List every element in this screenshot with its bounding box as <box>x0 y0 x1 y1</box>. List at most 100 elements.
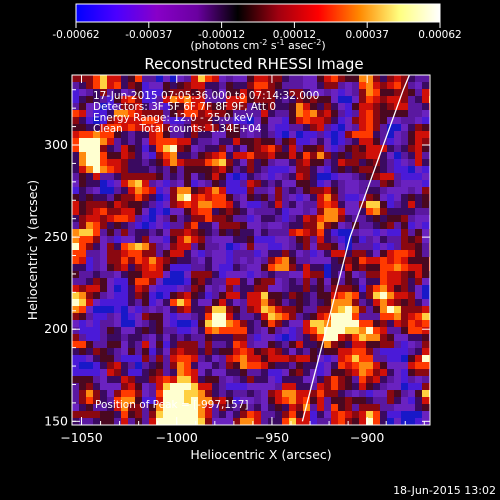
heatmap-cell <box>170 390 178 398</box>
heatmap-cell <box>366 292 374 300</box>
heatmap-cell <box>331 397 339 405</box>
heatmap-cell <box>191 194 199 202</box>
heatmap-cell <box>359 341 367 349</box>
heatmap-cell <box>156 292 164 300</box>
heatmap-cell <box>149 215 157 223</box>
heatmap-cell <box>247 313 255 321</box>
heatmap-cell <box>394 376 402 384</box>
heatmap-cell <box>254 75 262 83</box>
heatmap-cell <box>212 215 220 223</box>
heatmap-cell <box>184 208 192 216</box>
heatmap-cell <box>226 397 234 405</box>
heatmap-cell <box>163 145 171 153</box>
heatmap-cell <box>401 292 409 300</box>
heatmap-cell <box>100 313 108 321</box>
heatmap-cell <box>79 117 87 125</box>
heatmap-cell <box>107 236 115 244</box>
heatmap-cell <box>289 96 297 104</box>
timestamp: 18-Jun-2015 13:02 <box>393 484 496 497</box>
heatmap-cell <box>93 257 101 265</box>
heatmap-cell <box>415 271 423 279</box>
heatmap-cell <box>121 278 129 286</box>
heatmap-cell <box>135 103 143 111</box>
heatmap-cell <box>121 243 129 251</box>
heatmap-cell <box>296 166 304 174</box>
heatmap-cell <box>142 208 150 216</box>
heatmap-cell <box>79 404 87 412</box>
heatmap-cell <box>275 236 283 244</box>
heatmap-cell <box>198 369 206 377</box>
heatmap-cell <box>170 187 178 195</box>
heatmap-cell <box>317 89 325 97</box>
heatmap-cell <box>275 75 283 83</box>
heatmap-cell <box>247 159 255 167</box>
heatmap-cell <box>345 222 353 230</box>
heatmap-cell <box>345 418 353 425</box>
heatmap-cell <box>184 222 192 230</box>
heatmap-cell <box>282 292 290 300</box>
heatmap-cell <box>86 327 94 335</box>
colorbar-tick-label: -0.00062 <box>52 29 99 41</box>
heatmap-cell <box>289 362 297 370</box>
heatmap-cell <box>86 215 94 223</box>
heatmap-cell <box>226 278 234 286</box>
heatmap-cell <box>254 145 262 153</box>
heatmap-cell <box>184 320 192 328</box>
heatmap-cell <box>163 82 171 90</box>
heatmap-cell <box>380 250 388 258</box>
heatmap-cell <box>352 362 360 370</box>
heatmap-cell <box>415 264 423 272</box>
heatmap-cell <box>226 327 234 335</box>
heatmap-cell <box>394 236 402 244</box>
heatmap-cell <box>359 334 367 342</box>
heatmap-cell <box>240 285 248 293</box>
heatmap-cell <box>352 369 360 377</box>
heatmap-cell <box>282 362 290 370</box>
heatmap-cell <box>72 390 80 398</box>
heatmap-cell <box>282 117 290 125</box>
heatmap-cell <box>184 257 192 265</box>
heatmap-cell <box>289 131 297 139</box>
heatmap-cell <box>289 355 297 363</box>
heatmap-cell <box>93 110 101 118</box>
heatmap-cell <box>317 159 325 167</box>
heatmap-cell <box>296 96 304 104</box>
heatmap-cell <box>261 131 269 139</box>
heatmap-cell <box>324 278 332 286</box>
heatmap-cell <box>198 117 206 125</box>
heatmap-cell <box>401 173 409 181</box>
heatmap-cell <box>310 299 318 307</box>
heatmap-cell <box>219 166 227 174</box>
heatmap-cell <box>394 341 402 349</box>
heatmap-cell <box>212 250 220 258</box>
heatmap-cell <box>114 418 122 425</box>
heatmap-cell <box>156 187 164 195</box>
heatmap-cell <box>191 187 199 195</box>
heatmap-cell <box>219 194 227 202</box>
heatmap-cell <box>247 243 255 251</box>
y-tick-label: 250 <box>44 229 68 244</box>
heatmap-cell <box>86 82 94 90</box>
heatmap-cell <box>317 390 325 398</box>
heatmap-cell <box>93 376 101 384</box>
heatmap-cell <box>121 180 129 188</box>
heatmap-cell <box>128 180 136 188</box>
heatmap-cell <box>135 278 143 286</box>
heatmap-cell <box>135 124 143 132</box>
heatmap-cell <box>352 96 360 104</box>
heatmap-cell <box>198 404 206 412</box>
heatmap-cell <box>394 362 402 370</box>
heatmap-cell <box>191 306 199 314</box>
heatmap-cell <box>205 341 213 349</box>
heatmap-cell <box>268 194 276 202</box>
heatmap-cell <box>317 292 325 300</box>
heatmap-cell <box>303 208 311 216</box>
heatmap-cell <box>387 299 395 307</box>
heatmap-cell <box>289 201 297 209</box>
heatmap-cell <box>380 229 388 237</box>
heatmap-cell <box>338 75 346 83</box>
heatmap-cell <box>352 166 360 174</box>
heatmap-cell <box>282 138 290 146</box>
heatmap-cell <box>114 250 122 258</box>
heatmap-cell <box>107 173 115 181</box>
